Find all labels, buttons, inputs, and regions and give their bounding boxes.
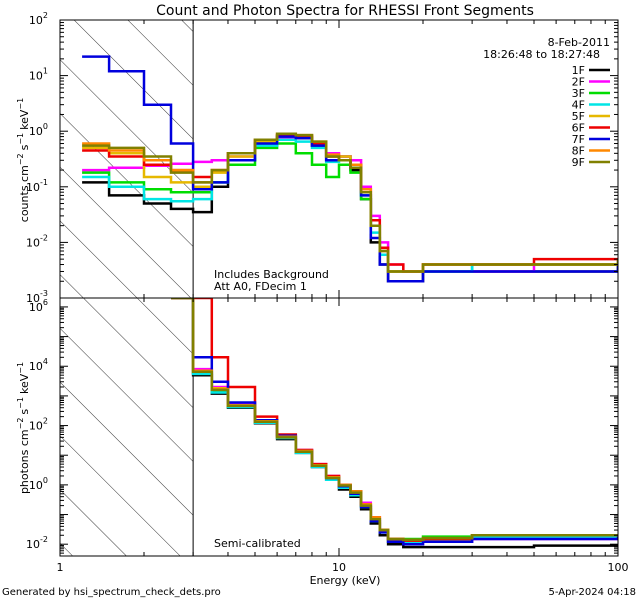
y-tick-label: 10-1 — [26, 178, 48, 194]
legend-label-1F: 1F — [572, 64, 585, 77]
top-y-label-main: counts cm — [18, 165, 31, 222]
legend-label-6F: 6F — [572, 122, 585, 135]
series-line-8F-bottom — [171, 298, 618, 542]
bottom-y-tick-labels: 10-2 100 102 104 106 — [26, 298, 48, 551]
bottom-series-group — [171, 298, 618, 549]
y-tick-label: 106 — [29, 298, 48, 314]
y-tick-label: 101 — [29, 67, 48, 83]
bottom-y-label-exp: −2 — [16, 418, 25, 430]
series-line-7F-bottom — [171, 298, 618, 546]
y-tick-label: 100 — [29, 122, 48, 138]
series-line-6F-bottom — [171, 298, 618, 543]
y-tick-label: 102 — [29, 417, 48, 433]
chart-title: Count and Photon Spectra for RHESSI Fron… — [156, 3, 534, 19]
legend-label-3F: 3F — [572, 87, 585, 100]
bottom-y-label-main: photons cm — [18, 429, 31, 494]
footer-generated-by: Generated by hsi_spectrum_check_dets.pro — [2, 587, 221, 598]
series-line-1F-bottom — [171, 298, 618, 549]
bottom-y-axis-label: photons cm−2s−1keV−1 — [16, 362, 31, 494]
series-line-9F-top — [82, 132, 618, 273]
legend-label-9F: 9F — [572, 156, 585, 169]
legend-label-5F: 5F — [572, 110, 585, 123]
y-tick-label: 102 — [29, 11, 48, 27]
x-tick-labels: 1 10 100 — [57, 561, 629, 574]
x-axis-label: Energy (keV) — [310, 574, 381, 587]
y-tick-label: 10-3 — [26, 289, 48, 305]
x-tick-label: 100 — [608, 561, 629, 574]
bottom-y-label-kev: keV — [18, 373, 31, 394]
date-label: 8-Feb-2011 — [548, 36, 610, 49]
footer-timestamp: 5-Apr-2024 04:18 — [549, 587, 636, 598]
series-line-2F-bottom — [171, 298, 618, 546]
series-line-5F-bottom — [171, 298, 618, 543]
top-panel: 10-3 10-2 10-1 100 101 102 8-Feb-2011 18:26:4… — [16, 11, 619, 305]
top-y-label-unit-exp: −1 — [16, 133, 25, 145]
series-line-4F-bottom — [171, 298, 618, 544]
top-y-label-exp: −2 — [16, 153, 25, 165]
top-axis-ticks — [59, 19, 619, 299]
top-series-group — [82, 55, 618, 283]
annotation-attenuator: Att A0, FDecim 1 — [214, 280, 307, 293]
top-y-label-kev: keV — [18, 109, 31, 130]
legend-label-2F: 2F — [572, 76, 585, 89]
annotation-semi-calibrated: Semi-calibrated — [214, 537, 301, 550]
legend-label-7F: 7F — [572, 133, 585, 146]
annotation-background: Includes Background — [214, 268, 329, 281]
time-range-label: 18:26:48 to 18:27:48 — [483, 48, 600, 61]
y-tick-label: 104 — [29, 357, 48, 373]
bottom-y-label-unit-exp: −1 — [16, 397, 25, 409]
series-line-3F-bottom — [171, 298, 618, 541]
bottom-hatched-region — [60, 298, 194, 556]
series-line-7F-top — [82, 55, 618, 283]
top-y-label-unit: s — [18, 144, 31, 150]
bottom-y-label-unit: s — [18, 409, 31, 415]
x-tick-label: 10 — [332, 561, 346, 574]
y-tick-label: 100 — [29, 476, 48, 492]
y-tick-label: 10-2 — [26, 535, 48, 551]
y-tick-label: 10-2 — [26, 233, 48, 249]
top-y-axis-label: counts cm−2s−1keV−1 — [16, 98, 31, 222]
top-y-label-kev-exp: −1 — [16, 98, 25, 110]
legend-label-4F: 4F — [572, 99, 585, 112]
top-y-tick-labels: 10-3 10-2 10-1 100 101 102 — [26, 11, 48, 305]
legend-label-8F: 8F — [572, 145, 585, 158]
series-line-9F-bottom — [171, 298, 618, 542]
bottom-y-label-kev-exp: −1 — [16, 362, 25, 374]
top-hatched-region — [60, 20, 194, 298]
x-tick-label: 1 — [57, 561, 64, 574]
bottom-axis-ticks — [59, 297, 619, 557]
